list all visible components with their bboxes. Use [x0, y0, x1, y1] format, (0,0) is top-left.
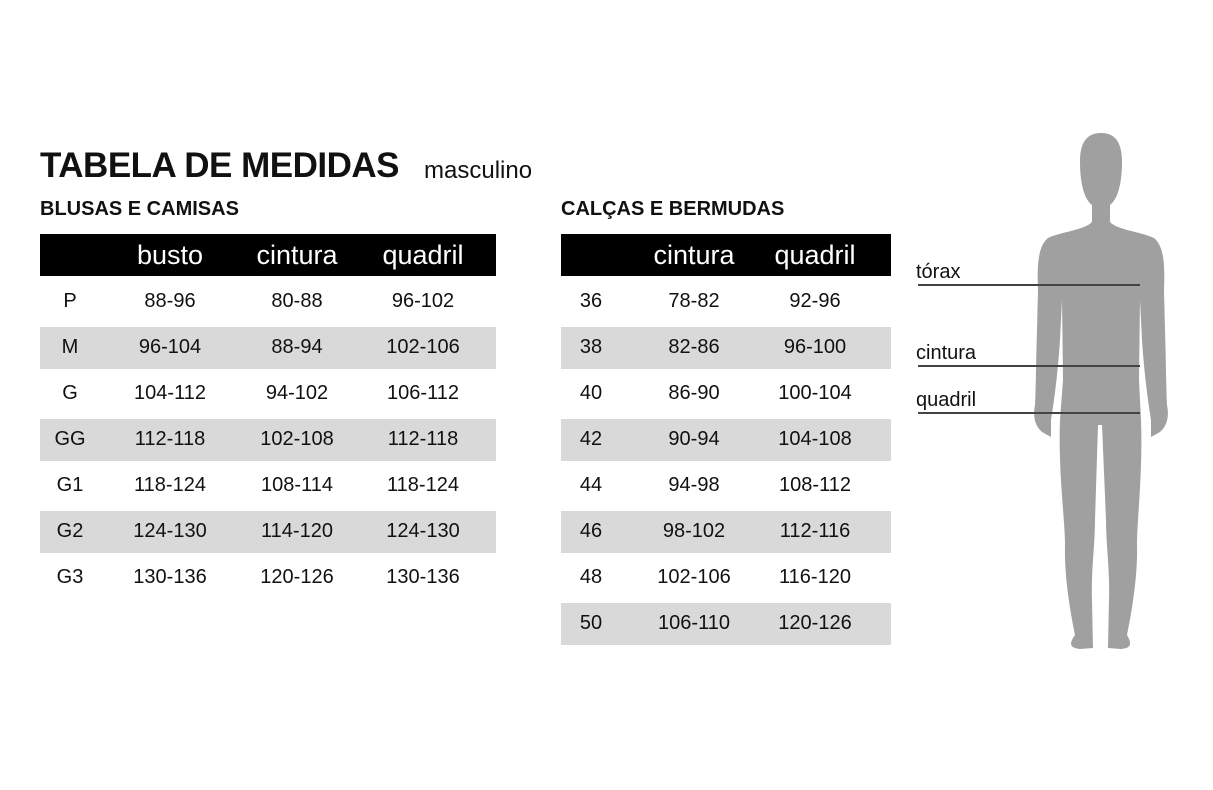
table-header: cintura quadril: [561, 234, 891, 276]
table-row: 48 102-106 116-120: [561, 557, 891, 599]
table-cell: 104-108: [778, 428, 852, 450]
table-cell: P: [63, 290, 77, 312]
table-cell: 86-90: [668, 382, 720, 404]
waist-label: cintura: [916, 342, 977, 364]
table-cell: 42: [579, 428, 603, 450]
table-cell: 82-86: [668, 336, 720, 358]
table-row: 42 90-94 104-108: [561, 419, 891, 461]
table-cell: 94-102: [265, 382, 329, 404]
table-row: 46 98-102 112-116: [561, 511, 891, 553]
table-cell: 114-120: [261, 520, 333, 542]
column-header: quadril: [774, 240, 856, 270]
column-header: quadril: [382, 240, 464, 270]
table-row: 40 86-90 100-104: [561, 373, 891, 415]
shirts-heading: BLUSAS E CAMISAS: [40, 198, 239, 220]
table-cell: 38: [579, 336, 603, 358]
table-cell: 120-126: [778, 612, 852, 634]
body-silhouette: [1034, 133, 1168, 649]
table-row: GG 112-118 102-108 112-118: [40, 419, 496, 461]
table-cell: 106-112: [387, 382, 459, 404]
column-header: busto: [136, 240, 204, 270]
table-cell: 96-100: [783, 336, 847, 358]
table-row: 50 106-110 120-126: [561, 603, 891, 645]
table-cell: 118-124: [134, 474, 206, 496]
table-cell: 50: [579, 612, 603, 634]
table-cell: 108-112: [779, 474, 851, 496]
table-cell: 44: [579, 474, 603, 496]
table-cell: 102-106: [657, 566, 731, 588]
table-row: 44 94-98 108-112: [561, 465, 891, 507]
table-cell: 118-124: [387, 474, 459, 496]
table-row: G 104-112 94-102 106-112: [40, 373, 496, 415]
column-header: cintura: [256, 240, 338, 270]
table-cell: 94-98: [668, 474, 720, 496]
table-cell: G3: [56, 566, 84, 588]
table-cell: 96-104: [138, 336, 202, 358]
table-cell: 78-82: [668, 290, 720, 312]
table-cell: 46: [579, 520, 603, 542]
table-cell: 88-94: [271, 336, 323, 358]
pants-heading: CALÇAS E BERMUDAS: [561, 198, 785, 220]
page-title: TABELA DE MEDIDAS: [40, 146, 400, 185]
table-row: 36 78-82 92-96: [561, 281, 891, 323]
table-row: G3 130-136 120-126 130-136: [40, 557, 496, 599]
table-cell: 112-118: [387, 428, 459, 450]
table-cell: 130-136: [133, 566, 207, 588]
table-cell: 100-104: [778, 382, 852, 404]
table-cell: 36: [579, 290, 603, 312]
table-cell: M: [61, 336, 79, 358]
table-cell: 48: [579, 566, 603, 588]
table-cell: 124-130: [133, 520, 207, 542]
table-row: M 96-104 88-94 102-106: [40, 327, 496, 369]
table-cell: 124-130: [386, 520, 460, 542]
table-cell: 40: [579, 382, 603, 404]
table-row: 38 82-86 96-100: [561, 327, 891, 369]
table-row: P 88-96 80-88 96-102: [40, 281, 496, 323]
table-cell: 90-94: [668, 428, 720, 450]
table-header: busto cintura quadril: [40, 234, 496, 276]
chest-label: tórax: [916, 261, 961, 283]
page-subtitle: masculino: [424, 157, 533, 184]
table-cell: 106-110: [658, 612, 730, 634]
table-row: G2 124-130 114-120 124-130: [40, 511, 496, 553]
table-row: G1 118-124 108-114 118-124: [40, 465, 496, 507]
table-cell: G2: [56, 520, 84, 542]
table-cell: 130-136: [386, 566, 460, 588]
table-cell: 80-88: [271, 290, 323, 312]
table-cell: 88-96: [144, 290, 196, 312]
column-header: cintura: [653, 240, 735, 270]
table-cell: 92-96: [789, 290, 841, 312]
table-cell: G1: [56, 474, 84, 496]
table-cell: 116-120: [779, 566, 851, 588]
table-cell: 104-112: [134, 382, 206, 404]
table-cell: GG: [54, 428, 86, 450]
table-cell: 96-102: [391, 290, 455, 312]
hip-label: quadril: [916, 389, 977, 411]
table-cell: 108-114: [261, 474, 333, 496]
table-cell: 102-106: [386, 336, 460, 358]
table-cell: 112-116: [779, 520, 851, 542]
table-cell: G: [62, 382, 78, 404]
table-cell: 98-102: [662, 520, 726, 542]
table-cell: 120-126: [260, 566, 334, 588]
table-cell: 102-108: [260, 428, 334, 450]
table-cell: 112-118: [134, 428, 206, 450]
